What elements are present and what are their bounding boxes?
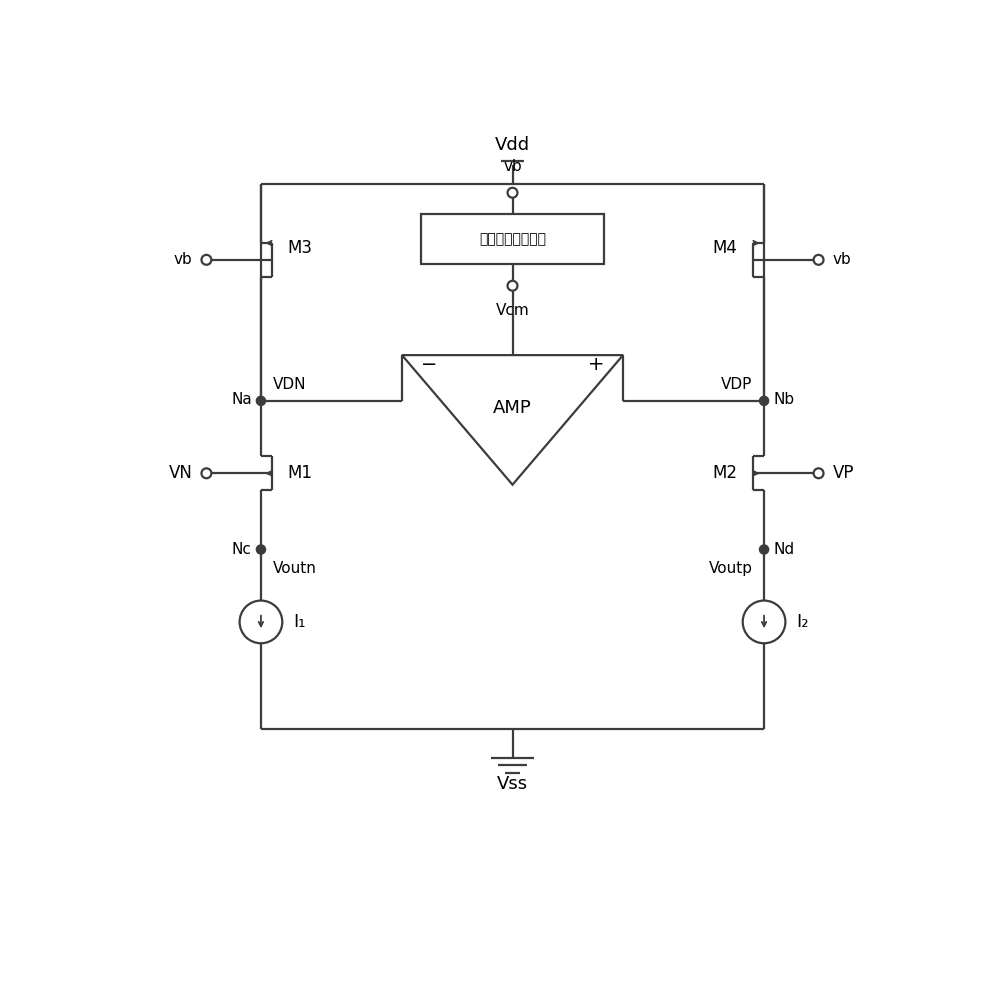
Text: VDP: VDP — [721, 376, 753, 392]
Text: 共模电压反馈模块: 共模电压反馈模块 — [479, 232, 546, 246]
Text: AMP: AMP — [493, 400, 532, 418]
Text: Vcm: Vcm — [496, 303, 529, 318]
Text: Nd: Nd — [773, 542, 794, 557]
Circle shape — [256, 396, 266, 406]
Text: I₁: I₁ — [293, 613, 305, 631]
Text: vb: vb — [833, 252, 851, 267]
Text: M2: M2 — [712, 464, 737, 482]
Circle shape — [201, 468, 211, 478]
Text: M3: M3 — [288, 240, 313, 257]
Text: −: − — [420, 354, 437, 374]
Text: VN: VN — [168, 464, 192, 482]
Text: I₂: I₂ — [796, 613, 809, 631]
Circle shape — [759, 396, 769, 406]
Circle shape — [201, 254, 211, 264]
Text: VP: VP — [833, 464, 854, 482]
Circle shape — [508, 188, 517, 198]
Text: Nb: Nb — [773, 392, 794, 407]
Bar — [421, 214, 604, 263]
Text: Nc: Nc — [232, 542, 252, 557]
Circle shape — [814, 468, 824, 478]
Text: M1: M1 — [288, 464, 313, 482]
Text: vb: vb — [174, 252, 192, 267]
Text: Na: Na — [231, 392, 252, 407]
Text: Voutp: Voutp — [709, 561, 753, 576]
Text: M4: M4 — [713, 240, 737, 257]
Circle shape — [508, 281, 517, 291]
Text: Vss: Vss — [497, 774, 528, 793]
Circle shape — [256, 544, 266, 554]
Text: Vdd: Vdd — [495, 137, 530, 154]
Text: Voutn: Voutn — [272, 561, 316, 576]
Text: VDN: VDN — [272, 376, 306, 392]
Circle shape — [814, 254, 824, 264]
Text: vb: vb — [503, 159, 522, 174]
Text: +: + — [588, 354, 605, 374]
Circle shape — [759, 544, 769, 554]
